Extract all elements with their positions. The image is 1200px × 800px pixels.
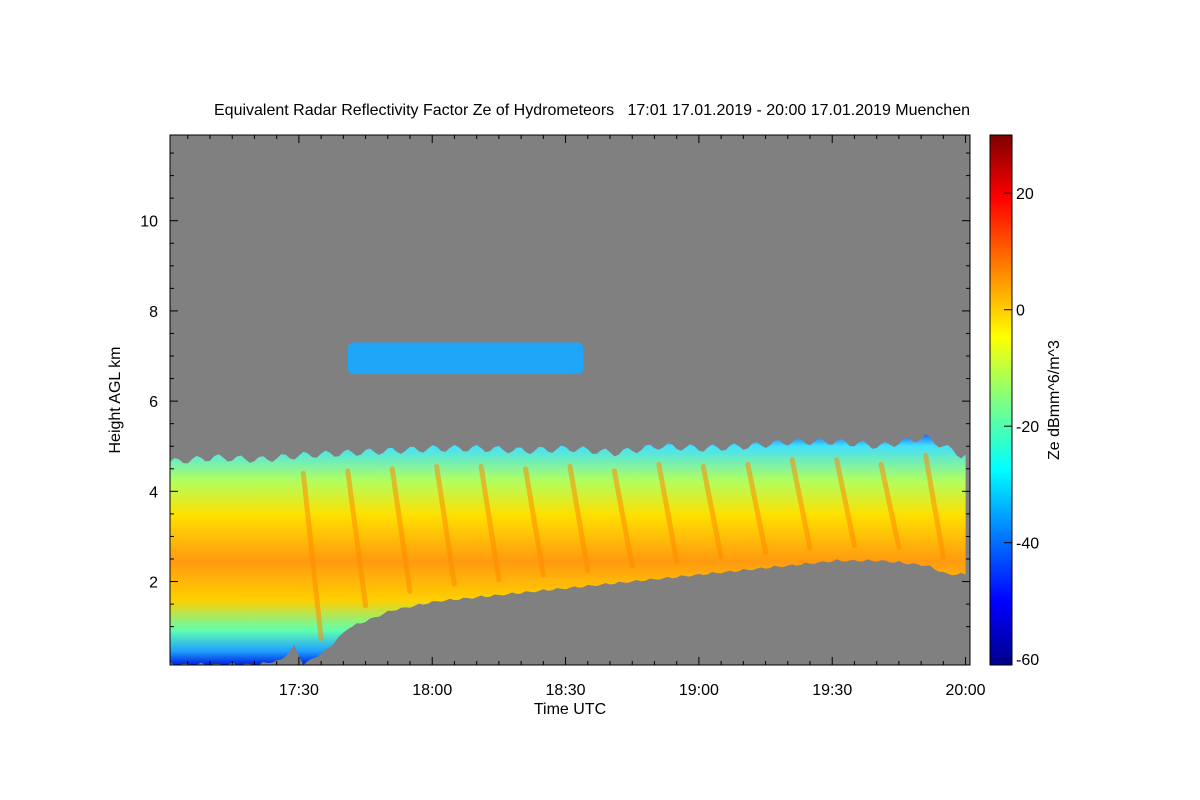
- fallstreak: [523, 466, 546, 578]
- colorbar: [989, 134, 1013, 666]
- colorbar-tick-label: -20: [1016, 419, 1039, 436]
- y-axis: 2 4 6 8 10: [140, 152, 970, 628]
- x-tick-label: 18:30: [546, 682, 586, 699]
- reflectivity-field: [170, 342, 966, 665]
- fallstreak: [656, 461, 680, 565]
- fallstreak: [923, 452, 946, 560]
- fallstreak: [478, 464, 502, 583]
- x-axis: 17:30 18:00 18:30 19:00 19:30 20:00: [187, 135, 986, 699]
- x-tick-label: 18:00: [412, 682, 452, 699]
- cloud-layer: [170, 434, 966, 665]
- colorbar-label: Ze dBmm^6/m^3: [1046, 340, 1063, 460]
- y-axis-label: Height AGL km: [107, 346, 124, 453]
- fallstreak: [345, 468, 369, 609]
- x-tick-label: 20:00: [946, 682, 986, 699]
- y-tick-label: 6: [149, 394, 158, 411]
- fallstreak: [834, 457, 857, 548]
- x-tick-label: 17:30: [279, 682, 319, 699]
- colorbar-tick-label: 0: [1016, 303, 1025, 320]
- fallstreak: [434, 464, 457, 587]
- fallstreak: [789, 457, 813, 551]
- fallstreak: [745, 461, 769, 556]
- colorbar-axis: -60 -40 -20 0 20: [1004, 186, 1039, 669]
- y-tick-label: 2: [149, 575, 158, 592]
- y-tick-label: 8: [149, 304, 158, 321]
- fallstreak: [300, 470, 324, 641]
- fallstreak-group: [300, 452, 946, 641]
- colorbar-tick-label: 20: [1016, 186, 1034, 203]
- fallstreak: [878, 461, 902, 550]
- colorbar-tick-label: -60: [1016, 652, 1039, 669]
- x-tick-label: 19:00: [679, 682, 719, 699]
- fallstreak: [611, 468, 635, 569]
- x-tick-label: 19:30: [812, 682, 852, 699]
- x-axis-label: Time UTC: [534, 701, 606, 718]
- fallstreak: [389, 466, 413, 594]
- fallstreak: [567, 464, 591, 574]
- y-tick-label: 4: [149, 484, 158, 501]
- y-tick-label: 10: [140, 214, 158, 231]
- plot-frame: [169, 134, 971, 666]
- chart-title: Equivalent Radar Reflectivity Factor Ze …: [214, 102, 970, 119]
- fallstreak: [700, 464, 724, 560]
- colorbar-tick-label: -40: [1016, 536, 1039, 553]
- high-cloud-layer: [347, 342, 584, 375]
